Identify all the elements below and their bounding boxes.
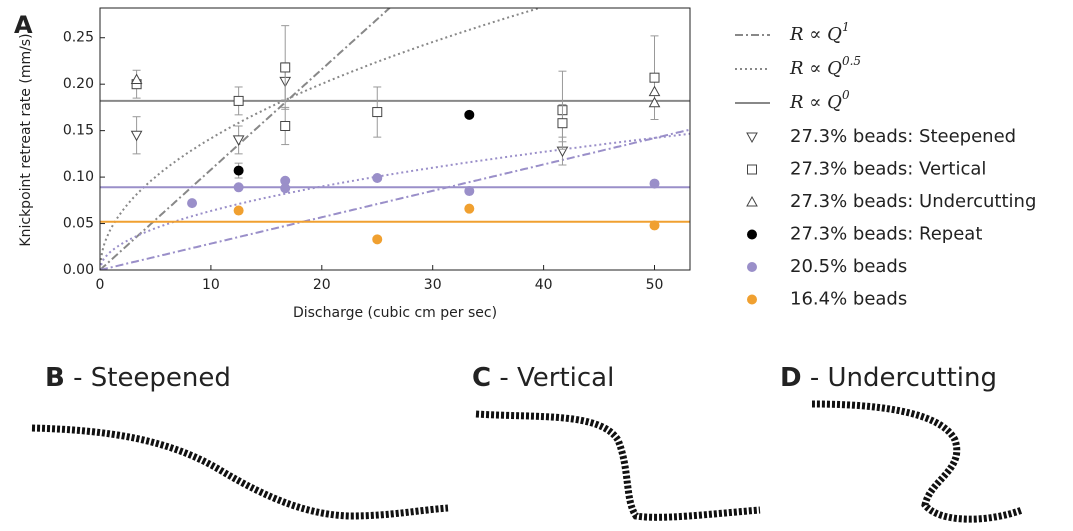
y-tick-label: 0.15: [63, 123, 94, 139]
panel-letter: C: [472, 363, 491, 393]
fit-line: [100, 8, 392, 270]
panel-title: - Steepened: [73, 363, 231, 393]
y-tick-label: 0.05: [63, 216, 94, 232]
point: [648, 96, 661, 108]
point: [464, 186, 475, 197]
fit-line: [100, 8, 543, 270]
fit-line: [100, 128, 690, 270]
legend-label: 27.3% beads: Repeat: [790, 224, 982, 245]
x-tick-label: 0: [96, 277, 105, 293]
panel-letter: B: [45, 363, 65, 393]
point: [557, 118, 568, 129]
legend-exponent: 0.5: [842, 54, 861, 68]
legend-marker: [746, 132, 758, 144]
point: [649, 220, 660, 231]
point: [187, 198, 198, 209]
point: [233, 95, 244, 106]
panel-b: B - Steepened: [31, 363, 449, 520]
legend-exponent: 0: [842, 88, 850, 102]
legend-exponent: 1: [842, 20, 850, 34]
legend-name: R ∝ Q: [789, 58, 842, 79]
legend-name: R ∝ Q: [789, 24, 842, 45]
point: [280, 62, 291, 73]
point: [649, 178, 660, 189]
y-tick-label: 0.00: [63, 262, 94, 278]
legend-marker: [747, 229, 757, 240]
point: [233, 205, 244, 216]
bead-profile: [475, 410, 761, 521]
legend-label: R ∝ Q0: [789, 88, 850, 114]
bead-profile: [811, 400, 1024, 523]
y-tick-label: 0.25: [63, 30, 94, 46]
point: [372, 234, 383, 245]
point: [130, 130, 143, 142]
x-tick-label: 10: [202, 277, 220, 293]
panel-d: D - Undercutting: [780, 363, 1024, 523]
legend-marker: [747, 164, 757, 175]
point: [464, 109, 475, 120]
point: [233, 165, 244, 176]
y-tick-label: 0.20: [63, 76, 94, 92]
legend-label: 27.3% beads: Steepened: [790, 126, 1016, 147]
point: [372, 173, 383, 184]
legend-label: 20.5% beads: [790, 256, 907, 277]
legend-marker: [747, 294, 757, 305]
point: [280, 183, 291, 194]
point: [464, 203, 475, 214]
legend-label: 27.3% beads: Undercutting: [790, 191, 1036, 212]
svg-text:D - Undercutting: D - Undercutting: [780, 363, 997, 393]
legend-label: 27.3% beads: Vertical: [790, 159, 986, 180]
svg-text:C - Vertical: C - Vertical: [472, 363, 614, 393]
panel-label: A: [14, 11, 33, 39]
point: [232, 135, 245, 146]
panel-c: C - Vertical: [472, 363, 761, 521]
legend-label: R ∝ Q0.5: [789, 54, 861, 80]
bead-profile: [31, 424, 449, 520]
point: [280, 120, 291, 131]
panel-title: - Undercutting: [810, 363, 997, 393]
point: [649, 72, 660, 83]
point: [233, 182, 244, 193]
point: [130, 73, 143, 85]
legend-marker: [746, 195, 758, 207]
x-tick-label: 30: [424, 277, 442, 293]
svg-text:B - Steepened: B - Steepened: [45, 363, 231, 393]
x-tick-label: 40: [535, 277, 553, 293]
legend-label: 16.4% beads: [790, 289, 907, 310]
legend-marker: [747, 262, 757, 272]
panel-letter: D: [780, 363, 802, 393]
y-tick-label: 0.10: [63, 169, 94, 185]
legend-label: R ∝ Q1: [789, 20, 850, 46]
x-axis-label: Discharge (cubic cm per sec): [293, 305, 497, 321]
panel-title: - Vertical: [499, 363, 614, 393]
y-axis-label: Knickpoint retreat rate (mm/s): [18, 33, 34, 246]
point: [372, 107, 383, 118]
legend-name: R ∝ Q: [789, 92, 842, 113]
x-tick-label: 50: [646, 277, 664, 293]
point: [648, 85, 661, 97]
x-tick-label: 20: [313, 277, 331, 293]
plot-frame: [99, 7, 691, 271]
